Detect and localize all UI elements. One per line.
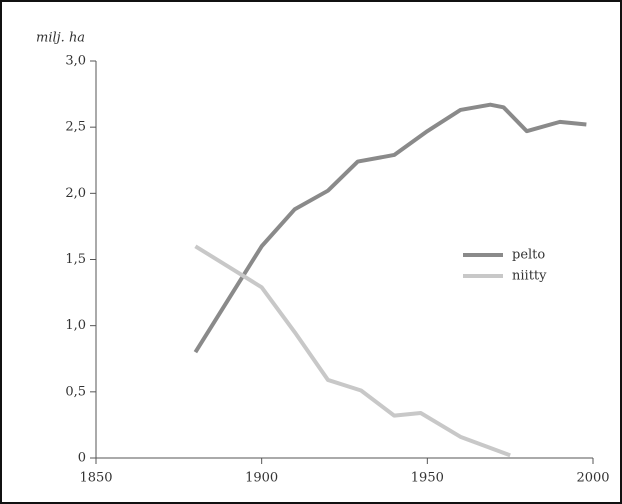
legend-label: niitty	[512, 269, 547, 284]
y-tick-label: 1,5	[65, 252, 86, 267]
x-tick-label: 1850	[79, 471, 112, 486]
y-tick-label: 0,5	[65, 384, 86, 399]
y-tick-label: 2,5	[65, 120, 86, 135]
y-tick-label: 3,0	[65, 54, 86, 69]
x-tick-label: 1900	[245, 471, 278, 486]
y-tick-label: 1,0	[65, 318, 86, 333]
y-tick-label: 0	[78, 451, 86, 466]
x-tick-label: 2000	[576, 471, 609, 486]
line	[194, 244, 511, 458]
y-axis-label: milj. ha	[36, 31, 85, 46]
legend-label: pelto	[512, 248, 545, 263]
line	[193, 102, 587, 354]
x-tick-label: 1950	[411, 471, 444, 486]
y-tick-label: 2,0	[65, 186, 86, 201]
